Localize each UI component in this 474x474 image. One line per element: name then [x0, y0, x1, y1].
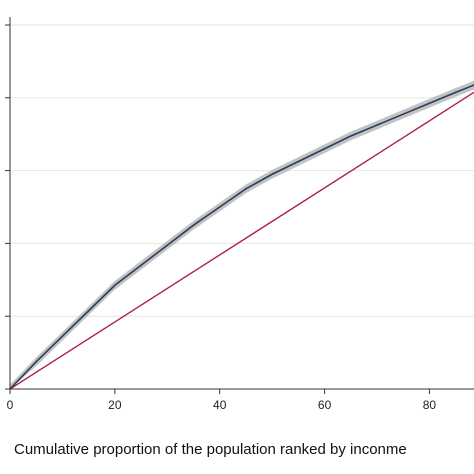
- concentration-curve-line: [9, 84, 474, 390]
- curve-point-14: [376, 124, 378, 126]
- curve-point-9: [245, 188, 247, 190]
- curve-point-6: [166, 244, 169, 247]
- curve-point-3: [87, 309, 90, 312]
- x-axis-title: Cumulative proportion of the population …: [14, 441, 407, 458]
- y-gridlines: [10, 24, 474, 317]
- curve-point-15: [402, 113, 405, 115]
- curve-point-17: [454, 91, 457, 94]
- curve-point-10: [271, 173, 273, 176]
- curve-point-11: [297, 160, 300, 163]
- curve-point-16: [428, 102, 431, 105]
- curve-point-1: [35, 360, 38, 363]
- confidence-band: [10, 80, 474, 389]
- x-tick-label-0: 0: [7, 398, 14, 412]
- x-tick-label-1: 20: [108, 398, 122, 412]
- curve-point-8: [218, 206, 221, 208]
- curve-point-5: [140, 264, 142, 267]
- curve-point-4: [114, 284, 116, 287]
- curve-point-13: [349, 135, 352, 137]
- y-axis-ticks: [5, 24, 10, 390]
- x-tick-label-4: 80: [423, 398, 437, 412]
- x-tick-label-3: 60: [318, 398, 332, 412]
- curve-point-12: [323, 147, 326, 150]
- series-lines: [9, 84, 474, 390]
- x-axis-ticks: 0 20 40 60 80: [7, 389, 437, 412]
- x-tick-label-2: 40: [213, 398, 227, 412]
- line-of-equality: [9, 91, 474, 390]
- curve-point-7: [192, 224, 195, 226]
- curve-point-2: [61, 335, 64, 338]
